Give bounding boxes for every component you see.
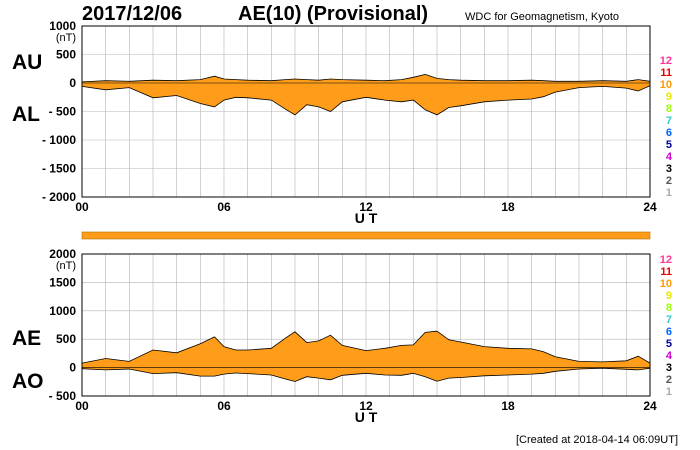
series-line-al <box>81 85 651 116</box>
x-tick-label: 00 <box>75 399 89 413</box>
legend-number: 9 <box>666 91 672 103</box>
date-label: 2017/12/06 <box>82 3 183 25</box>
x-tick-label: 12 <box>359 200 373 214</box>
legend-number: 2 <box>666 374 672 386</box>
au-label: AU <box>12 51 43 74</box>
y-unit-label: (nT) <box>56 260 76 272</box>
y-tick-label: 1000 <box>49 19 76 33</box>
al-label: AL <box>12 103 40 126</box>
range-fill-area <box>82 331 650 382</box>
legend-number: 4 <box>666 151 673 163</box>
plot-frame <box>81 253 651 397</box>
x-tick-label: 24 <box>643 399 657 413</box>
legend-number: 6 <box>666 326 672 338</box>
series-line-ae <box>81 330 651 364</box>
y-unit-label: (nT) <box>56 32 76 44</box>
y-tick-label: 0 <box>69 76 76 90</box>
chart-title: AE(10) (Provisional) <box>238 3 429 25</box>
legend-number: 8 <box>666 302 672 314</box>
range-fill-area <box>82 74 650 115</box>
y-tick-label: 2000 <box>49 247 76 261</box>
x-axis-label: U T <box>355 409 378 425</box>
x-tick-label: 00 <box>75 200 89 214</box>
x-axis-label: U T <box>355 210 378 226</box>
y-tick-label: - 500 <box>49 105 77 119</box>
legend-number: 3 <box>666 362 672 374</box>
x-tick-label: 06 <box>217 399 231 413</box>
y-tick-label: 1000 <box>49 304 76 318</box>
y-tick-label: 500 <box>56 48 76 62</box>
x-tick-label: 18 <box>501 200 515 214</box>
y-tick-label: - 500 <box>49 389 77 403</box>
legend-number: 12 <box>660 254 672 266</box>
legend-number: 8 <box>666 103 672 115</box>
legend-number: 7 <box>666 314 672 326</box>
legend-number: 10 <box>660 278 672 290</box>
legend-number: 12 <box>660 55 672 67</box>
legend-number: 5 <box>666 139 672 151</box>
ae-label: AE <box>12 327 42 350</box>
x-tick-label: 18 <box>501 399 515 413</box>
legend-number: 9 <box>666 290 672 302</box>
y-tick-label: 0 <box>69 361 76 375</box>
x-tick-label: 24 <box>643 200 657 214</box>
legend-number: 2 <box>666 175 672 187</box>
legend-number: 11 <box>660 266 672 278</box>
y-tick-label: 500 <box>56 332 76 346</box>
legend-number: 1 <box>666 386 672 398</box>
data-availability-bar <box>81 231 651 240</box>
y-tick-label: 1500 <box>49 275 76 289</box>
legend-number: 1 <box>666 187 672 199</box>
y-tick-label: - 1000 <box>42 133 76 147</box>
legend-number: 6 <box>666 127 672 139</box>
series-line-au <box>81 73 651 83</box>
source-label: WDC for Geomagnetism, Kyoto <box>465 11 620 23</box>
series-line-ao <box>81 367 651 382</box>
ae-ao-panel: 2000 1500 1000 500 0 - 500 (nT) 00 06 12 18 24 U T <box>49 247 657 425</box>
legend-number: 10 <box>660 79 672 91</box>
legend-number: 11 <box>660 67 672 79</box>
au-al-panel: 1000 500 0 - 500 - 1000 - 1500 - 2000 (nT) 00 06 1… <box>42 19 657 226</box>
y-tick-label: - 2000 <box>42 190 76 204</box>
created-timestamp: [Created at 2018-04-14 06:09UT] <box>515 434 678 446</box>
ao-label: AO <box>12 370 44 393</box>
legend-number: 5 <box>666 338 672 350</box>
legend-number: 3 <box>666 163 672 175</box>
plot-frame <box>81 25 651 198</box>
legend-number: 7 <box>666 115 672 127</box>
x-tick-label: 06 <box>217 200 231 214</box>
legend-number: 4 <box>666 350 673 362</box>
x-tick-label: 12 <box>359 399 373 413</box>
y-tick-label: - 1500 <box>42 162 76 176</box>
